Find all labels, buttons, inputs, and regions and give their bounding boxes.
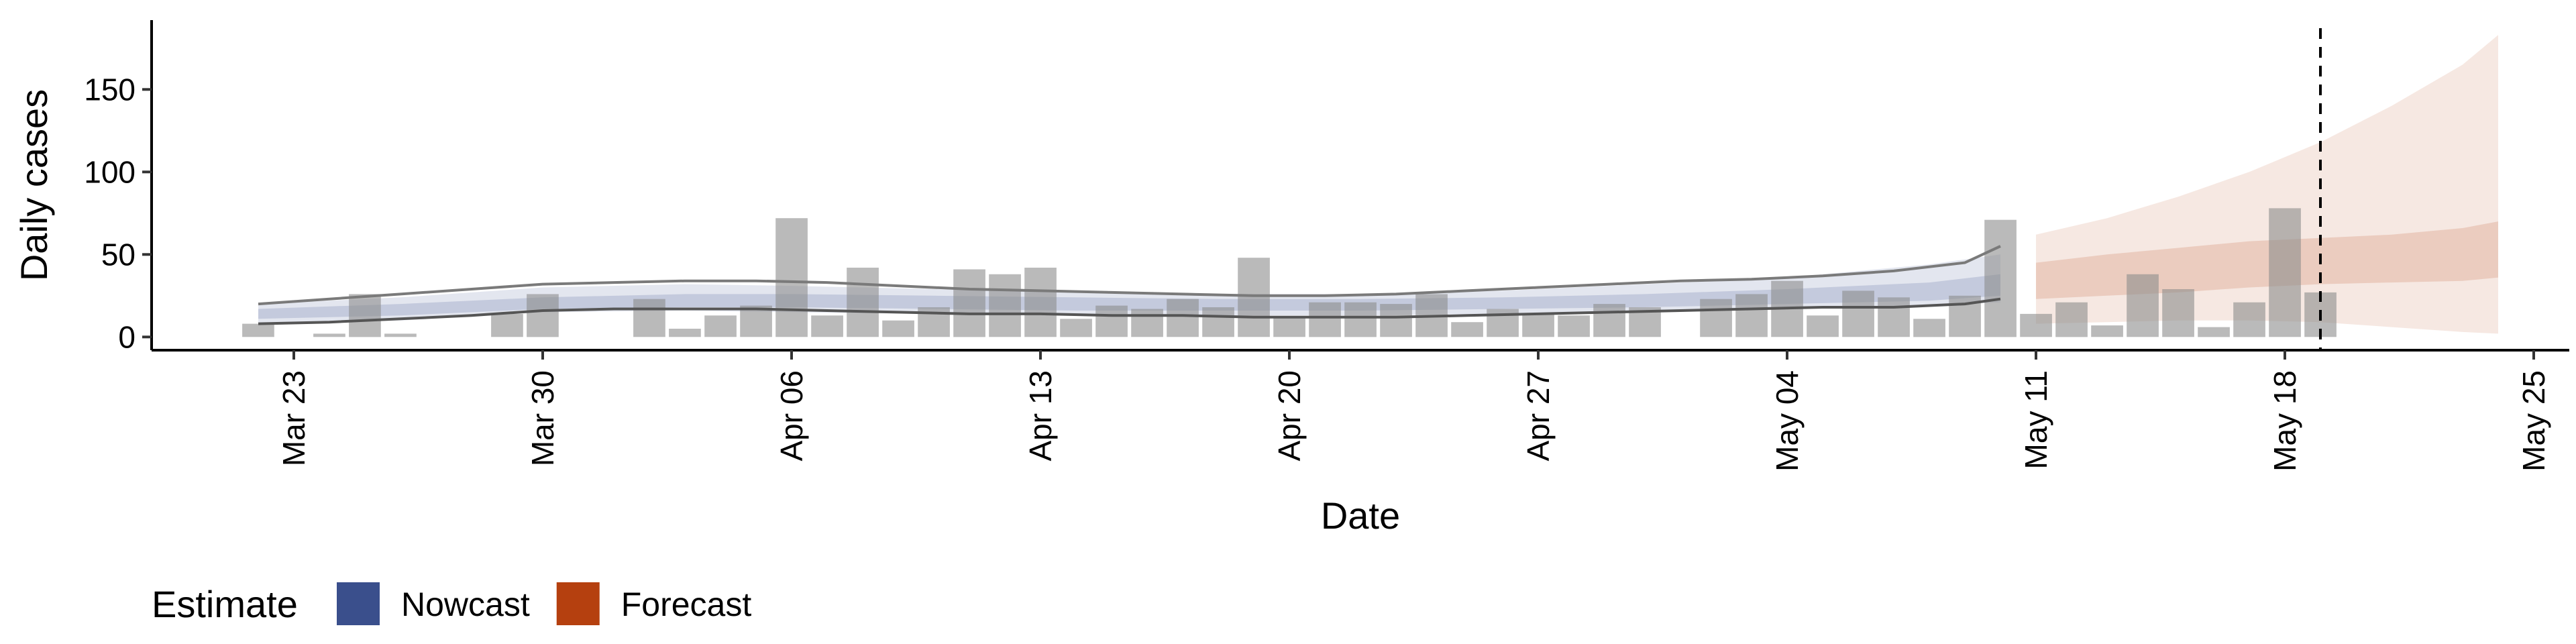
case-bar [1344, 302, 1377, 337]
case-bar [1309, 302, 1341, 337]
case-bar [1095, 305, 1128, 337]
case-bar [2127, 274, 2159, 337]
case-bar [527, 294, 559, 337]
case-bar [2020, 313, 2052, 337]
x-tick-label: Mar 23 [276, 370, 311, 466]
case-bar [811, 315, 843, 337]
case-bar [2091, 325, 2123, 337]
case-bar [1807, 315, 1839, 337]
forecast-outer-band [2036, 35, 2498, 334]
case-bar [2269, 208, 2301, 337]
plot-area: 0 50 100 150 Mar 23 Mar 30 Apr 06 Apr 13 Apr 20 A… [13, 20, 2569, 537]
x-tick-label: May 18 [2267, 370, 2302, 472]
legend-label-nowcast: Nowcast [401, 586, 530, 623]
x-tick-label: Apr 20 [1272, 370, 1307, 462]
case-bar [1593, 304, 1625, 337]
estimate-upper-line [258, 245, 2001, 306]
y-tick-label: 150 [84, 72, 136, 107]
case-bar [1024, 268, 1057, 337]
case-bar [1558, 315, 1590, 337]
case-bar [669, 329, 701, 337]
case-bar [1238, 258, 1270, 337]
case-bar [989, 274, 1021, 337]
case-bar [1380, 304, 1412, 337]
x-tick-label: Apr 13 [1023, 370, 1058, 462]
case-bar [2233, 302, 2265, 337]
legend: Estimate Nowcast Forecast [152, 582, 751, 625]
legend-swatch-nowcast [337, 582, 380, 625]
estimate-lower-line [258, 297, 2001, 325]
case-bar [1878, 297, 1910, 337]
y-axis-title: Daily cases [13, 89, 55, 281]
x-tick-label: May 25 [2516, 370, 2551, 472]
case-bar [704, 315, 737, 337]
y-tick-label: 0 [118, 319, 136, 354]
case-bar [953, 269, 985, 337]
case-bar [1202, 307, 1234, 337]
case-bar [1167, 299, 1199, 337]
y-tick-label: 100 [84, 154, 136, 189]
case-bar [2162, 289, 2194, 337]
x-tick-label: Mar 30 [525, 370, 560, 466]
case-bar [491, 313, 523, 337]
case-bar [2198, 327, 2230, 337]
case-bar [1522, 313, 1554, 337]
x-tick-label: May 11 [2019, 370, 2053, 469]
x-tick-label: Apr 06 [774, 370, 809, 462]
x-axis-title: Date [1321, 494, 1400, 537]
case-bar [2055, 302, 2088, 337]
case-bar [313, 333, 345, 337]
legend-label-forecast: Forecast [621, 586, 752, 623]
case-bar [1060, 319, 1092, 337]
x-tick-label: Apr 27 [1521, 370, 1556, 462]
case-bar [847, 268, 879, 337]
case-bar [882, 320, 914, 337]
nowcast-inner-band [258, 274, 2000, 319]
case-bar [384, 333, 417, 337]
case-bar [1273, 317, 1305, 337]
case-bar [775, 218, 808, 337]
case-bar [740, 305, 772, 337]
legend-title: Estimate [152, 583, 298, 625]
nowcast-outer-band [258, 254, 2000, 324]
case-bar [1700, 299, 1732, 337]
case-bar [1842, 290, 1874, 337]
case-bar [1735, 294, 1768, 337]
case-bar [349, 294, 381, 337]
legend-swatch-forecast [556, 582, 600, 625]
y-tick-label: 50 [101, 237, 136, 272]
case-bar [1913, 319, 1945, 337]
case-bar [242, 323, 274, 337]
x-tick-label: May 04 [1770, 370, 1805, 472]
case-bar [1451, 322, 1483, 337]
case-bar [1984, 219, 2017, 337]
case-bar [633, 299, 665, 337]
case-bar [1131, 309, 1163, 337]
